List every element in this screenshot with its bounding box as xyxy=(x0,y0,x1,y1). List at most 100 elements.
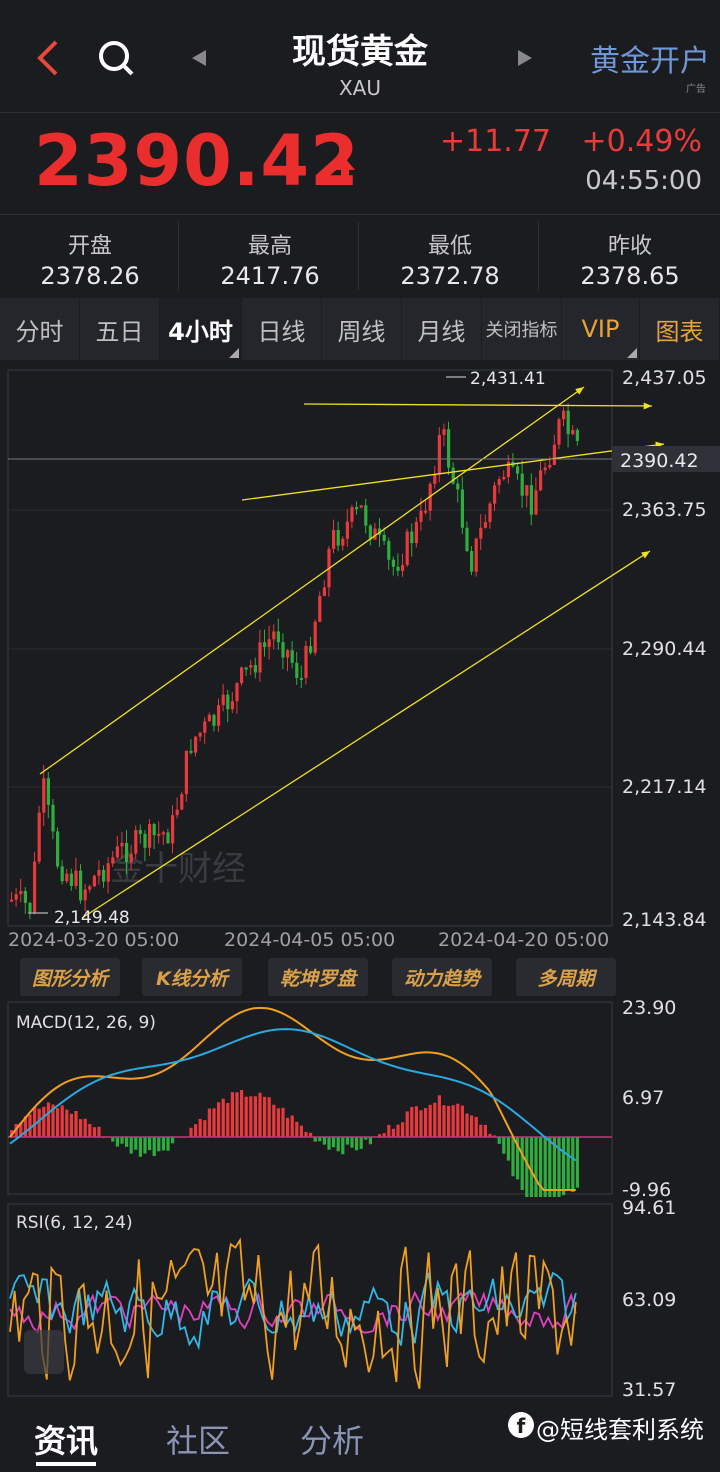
stat-divider xyxy=(178,222,179,290)
candle-body xyxy=(244,667,248,670)
candle-body xyxy=(152,824,156,836)
prev-symbol-icon[interactable] xyxy=(190,48,208,68)
macd-bar xyxy=(534,1137,538,1197)
macd-bar xyxy=(56,1108,60,1137)
candle-body xyxy=(355,507,359,510)
dropdown-corner-icon xyxy=(229,348,239,358)
candles xyxy=(10,403,579,920)
macd-bar xyxy=(37,1108,41,1137)
divider xyxy=(0,214,720,215)
macd-histogram xyxy=(10,1090,579,1197)
low-marker: 2,149.48 xyxy=(54,908,130,928)
macd-bar xyxy=(134,1137,138,1150)
candle-body xyxy=(543,467,547,471)
price-change: +11.77 xyxy=(440,124,552,159)
macd-bar xyxy=(42,1106,46,1137)
tab-analysis[interactable]: 分析 xyxy=(300,1422,365,1460)
candle-body xyxy=(217,705,221,726)
macd-bar xyxy=(217,1102,221,1137)
search-icon[interactable] xyxy=(96,38,136,78)
macd-panel[interactable]: MACD(12, 26, 9) 23.90 6.97 -9.96 xyxy=(0,1000,720,1200)
open-account-ad-button[interactable]: 黄金开户 xyxy=(590,44,710,79)
rsi-panel[interactable]: RSI(6, 12, 24) 94.61 63.09 31.57 xyxy=(0,1200,720,1400)
candle-body xyxy=(516,466,520,474)
macd-bar xyxy=(33,1106,37,1137)
current-price-tag: 2390.42 xyxy=(620,450,699,472)
macd-bar xyxy=(203,1120,207,1137)
macd-bar xyxy=(28,1114,32,1137)
macd-bar xyxy=(194,1124,198,1137)
macd-bar xyxy=(548,1137,552,1197)
y-label: 2,363.75 xyxy=(622,499,707,521)
tab-monthly[interactable]: 月线 xyxy=(402,298,482,360)
candle-body xyxy=(46,778,50,805)
rsi-y-label: 94.61 xyxy=(622,1200,676,1219)
macd-bar xyxy=(313,1137,317,1142)
candlestick-chart[interactable]: 金十财经 2390.42 2,437.05 2,363.75 2,290.44 … xyxy=(0,360,720,956)
macd-bar xyxy=(410,1106,414,1137)
next-symbol-icon[interactable] xyxy=(516,48,534,68)
candle-body xyxy=(382,534,386,542)
candle-body xyxy=(336,529,340,546)
back-arrow-icon[interactable] xyxy=(32,38,62,78)
candle-body xyxy=(180,794,184,810)
candle-body xyxy=(272,631,276,640)
candle-body xyxy=(460,489,464,528)
price-change-percent: +0.49% xyxy=(581,124,702,159)
candle-body xyxy=(396,566,400,571)
tab-weekly[interactable]: 周线 xyxy=(322,298,402,360)
macd-y-label: 23.90 xyxy=(622,1000,676,1019)
macd-bar xyxy=(327,1137,331,1150)
candle-body xyxy=(267,639,271,648)
macd-bar xyxy=(378,1134,382,1137)
macd-bar xyxy=(364,1137,368,1140)
graph-analysis-button[interactable]: 图形分析 xyxy=(20,958,120,996)
candle-body xyxy=(566,410,570,435)
macd-bar xyxy=(474,1116,478,1137)
quote-time: 04:55:00 xyxy=(585,166,702,196)
macd-bar xyxy=(286,1117,290,1137)
tab-intraday[interactable]: 分时 xyxy=(0,298,80,360)
vip-button[interactable]: VIP xyxy=(562,298,640,360)
tab-daily[interactable]: 日线 xyxy=(242,298,322,360)
macd-bar xyxy=(359,1137,363,1149)
macd-dif-line xyxy=(9,1007,576,1191)
tab-4-hour[interactable]: 4小时 xyxy=(160,298,242,360)
candle-body xyxy=(111,857,115,864)
tab-community[interactable]: 社区 xyxy=(166,1422,231,1460)
candle-body xyxy=(161,832,165,835)
momentum-trend-button[interactable]: 动力趋势 xyxy=(392,958,492,996)
macd-bar xyxy=(281,1107,285,1137)
compass-button[interactable]: 乾坤罗盘 xyxy=(268,958,368,996)
candle-body xyxy=(341,538,345,546)
macd-bar xyxy=(276,1108,280,1137)
macd-bar xyxy=(433,1102,437,1137)
candle-body xyxy=(437,434,441,475)
candle-body xyxy=(548,464,552,468)
close-indicators-button[interactable]: 关闭指标 xyxy=(482,298,562,360)
candle-body xyxy=(290,650,294,663)
multi-period-button[interactable]: 多周期 xyxy=(516,958,616,996)
current-price-tag-bg xyxy=(612,446,720,472)
candle-body xyxy=(387,541,391,560)
candle-body xyxy=(419,510,423,522)
chart-button[interactable]: 图表 xyxy=(640,298,720,360)
candle-body xyxy=(571,430,575,435)
candle-body xyxy=(442,429,446,435)
candle-body xyxy=(203,721,207,733)
macd-bar xyxy=(460,1105,464,1137)
candle-body xyxy=(368,525,372,540)
tab-news[interactable]: 资讯 xyxy=(34,1422,99,1460)
tab-five-day[interactable]: 五日 xyxy=(80,298,160,360)
candle-body xyxy=(240,667,244,684)
footer-credit: @短线套利系统 xyxy=(536,1416,704,1444)
candle-body xyxy=(479,527,483,539)
trendline xyxy=(241,443,665,501)
trendline xyxy=(81,550,651,919)
candle-body xyxy=(249,665,253,668)
candle-body xyxy=(304,646,308,678)
candle-body xyxy=(276,631,280,643)
macd-bar xyxy=(566,1137,570,1191)
kline-analysis-button[interactable]: K线分析 xyxy=(142,958,242,996)
candle-body xyxy=(83,889,87,901)
